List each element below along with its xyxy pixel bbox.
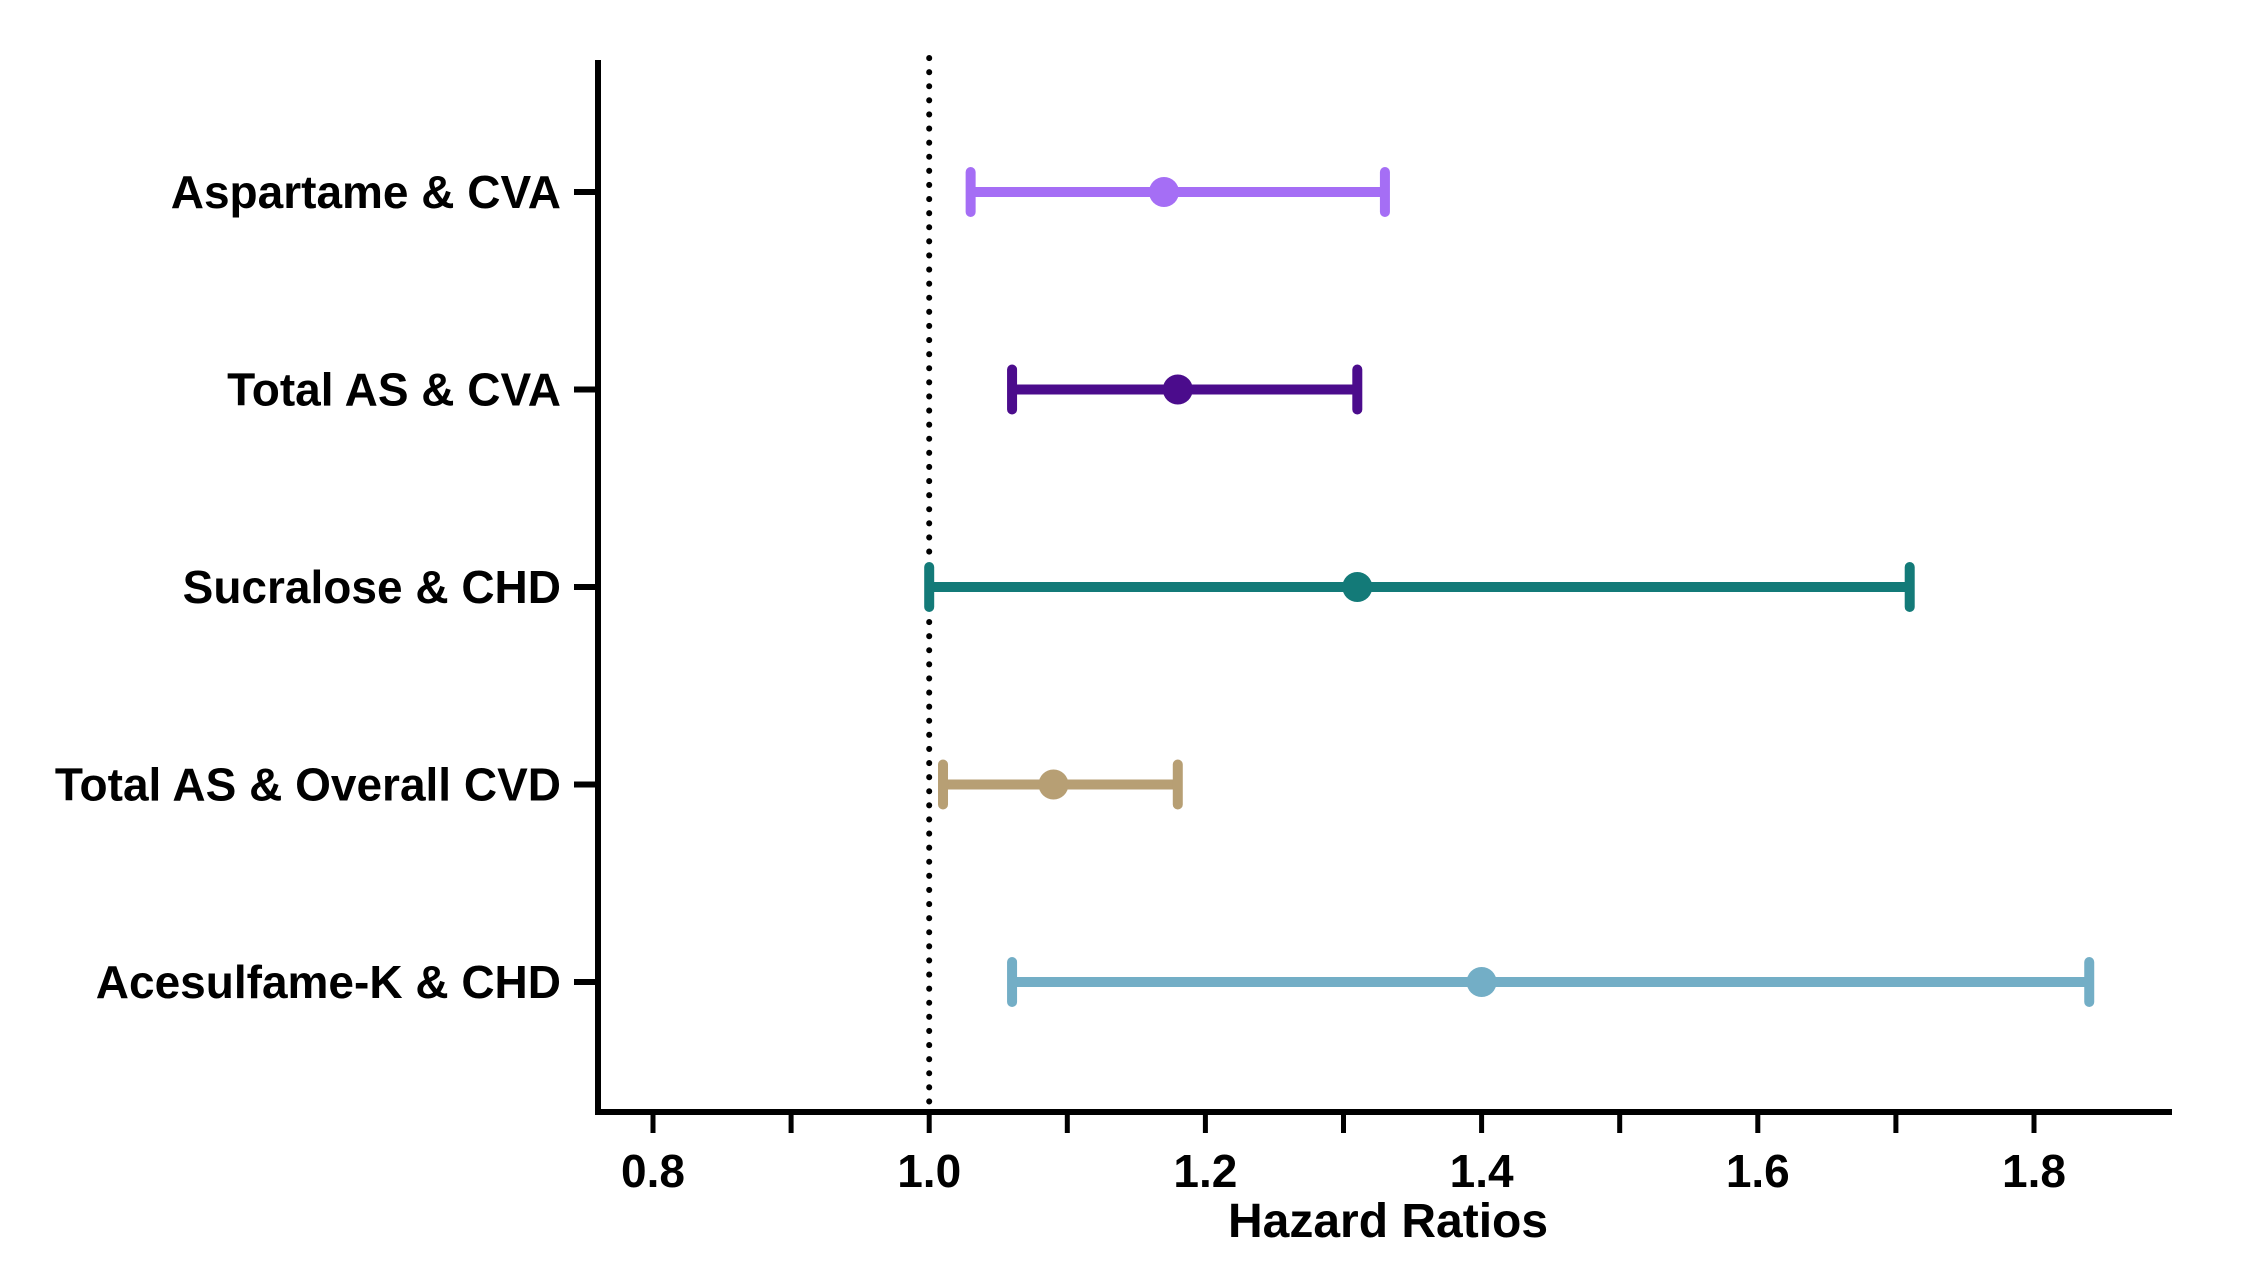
row-label: Acesulfame-K & CHD xyxy=(96,956,561,1008)
axes-group: 0.8 1.0 1.2 1.4 1.6 1.8 xyxy=(595,60,2172,1197)
x-tick-label: 1.8 xyxy=(2002,1145,2066,1197)
row-label: Sucralose & CHD xyxy=(183,561,561,613)
forest-row: Acesulfame-K & CHD xyxy=(96,956,2095,1008)
hazard-ratio-point xyxy=(1342,572,1373,602)
row-label: Total AS & Overall CVD xyxy=(55,759,561,811)
x-tick-label: 1.4 xyxy=(1450,1145,1514,1197)
x-tick-label: 1.2 xyxy=(1173,1145,1237,1197)
forest-row: Total AS & Overall CVD xyxy=(55,759,1183,811)
x-axis-title: Hazard Ratios xyxy=(1228,1195,1548,1248)
hazard-ratio-point xyxy=(1466,967,1497,997)
x-tick-label: 0.8 xyxy=(621,1145,685,1197)
x-tick-label: 1.6 xyxy=(1726,1145,1790,1197)
hazard-ratio-point xyxy=(1162,374,1193,405)
row-label: Total AS & CVA xyxy=(227,364,561,416)
forest-row: Aspartame & CVA xyxy=(171,166,1390,218)
x-tick-label: 1.0 xyxy=(897,1145,961,1197)
forest-row: Sucralose & CHD xyxy=(183,561,1915,613)
data-rows-group: Aspartame & CVA Total AS & CVA Sucralose &… xyxy=(55,166,2095,1008)
row-label: Aspartame & CVA xyxy=(171,166,561,218)
hazard-ratio-point xyxy=(1148,177,1179,207)
forest-row: Total AS & CVA xyxy=(227,364,1363,416)
hazard-ratio-point xyxy=(1038,769,1069,800)
